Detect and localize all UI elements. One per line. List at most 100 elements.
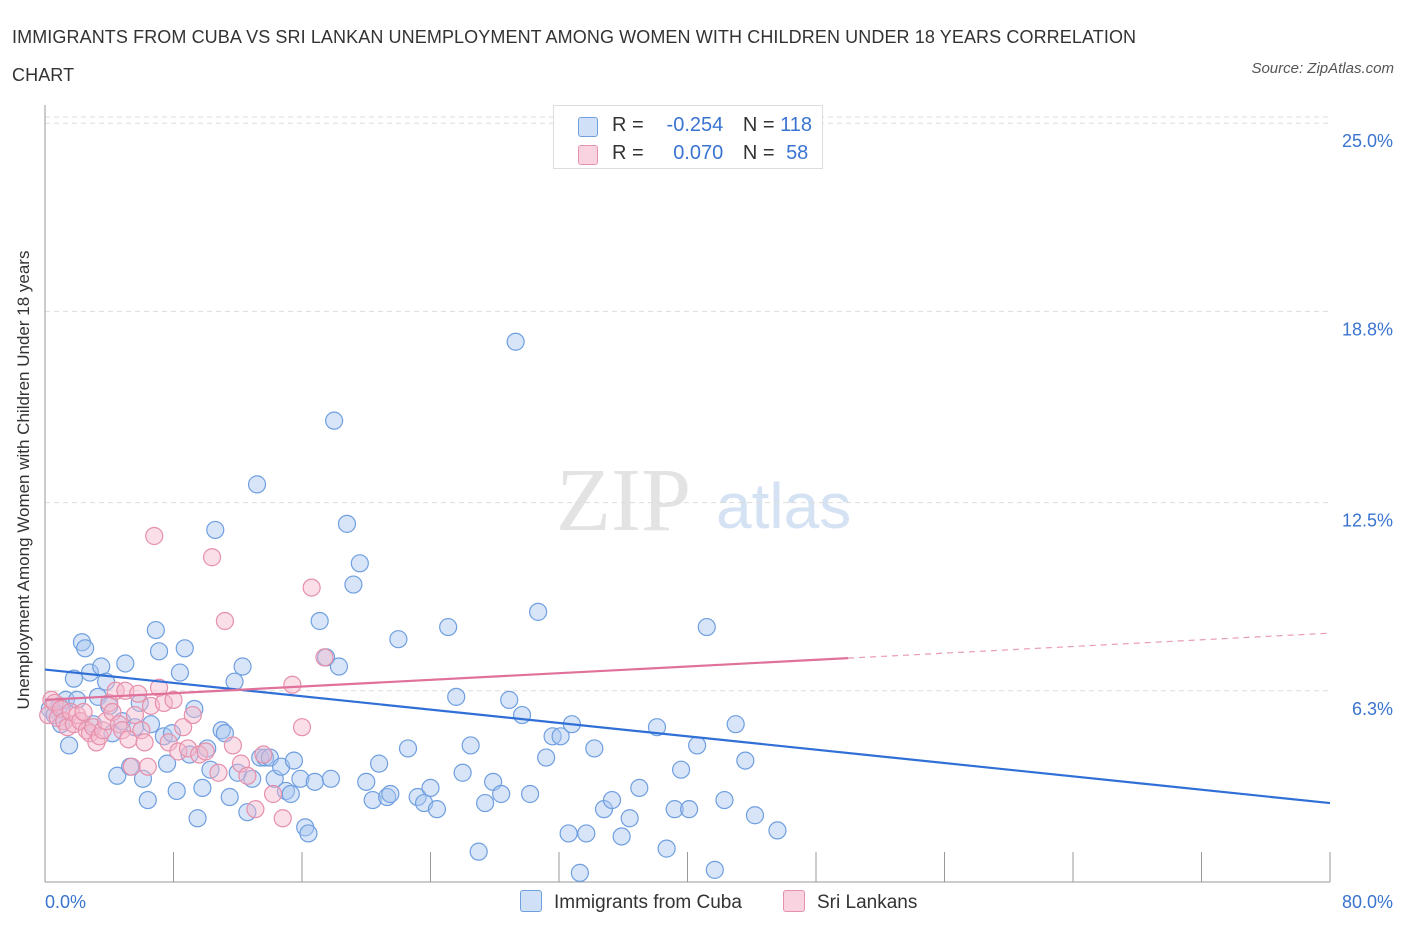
srilanka-point [159,733,178,752]
srilanka-point [135,733,154,752]
cuba-point [363,790,382,810]
cuba-point [453,763,472,782]
legend-swatch-srilanka [578,145,598,165]
cuba-point [243,769,262,788]
cuba-point [255,748,275,767]
cuba-point [551,727,570,746]
srilanka-point [215,611,234,631]
legend-label-cuba: Immigrants from Cuba [554,892,742,913]
cuba-point [92,657,111,676]
r-value: 0.070 [673,142,724,164]
srilanka-point [145,526,164,546]
legend-item-srilanka[interactable]: Sri Lankans [783,890,917,914]
r-value: -0.254 [666,114,724,136]
cuba-point [512,705,532,725]
srilanka-point [112,721,132,740]
srilanka-point [174,718,193,737]
cuba-point [585,739,604,758]
cuba-point [251,748,270,767]
cuba-point [108,766,127,785]
srilanka-point [183,705,202,725]
trend-line-dashed [848,632,1331,659]
cuba-point [506,332,525,351]
cuba-point [726,715,745,734]
cuba-point [284,751,304,770]
cuba-point [337,514,357,533]
cuba-point [170,663,190,682]
cuba-point [291,769,310,788]
y-tick-label: 6.3% [1352,699,1393,719]
cuba-point [647,718,667,737]
cuba-point [697,617,716,637]
grid-lines [45,116,1330,692]
cuba-point [329,657,349,676]
cuba-point [157,754,177,773]
cuba-point [149,642,169,661]
cuba-point [665,800,684,819]
cuba-point [630,778,649,798]
cuba-point [141,715,161,734]
cuba-point [680,800,699,819]
cuba-point [492,784,511,804]
y-tick-label: 12.5% [1342,511,1393,531]
srilanka-point [263,784,283,804]
tick-labels: 6.3% 12.5% 18.8% 25.0% 0.0% 80.0% [45,131,1393,912]
srilanka-point [74,702,93,722]
srilanka-point [283,675,302,694]
chart-title: IMMIGRANTS FROM CUBA VS SRI LANKAN UNEMP… [12,27,1137,85]
x-tick-label: 80.0% [1342,892,1393,912]
srilanka-point [315,648,334,667]
cuba-point [427,800,447,819]
srilanka-point [138,757,157,776]
cuba-point [59,736,79,755]
cuba-point [175,639,194,658]
legend-label-srilanka: Sri Lankans [817,892,918,913]
cuba-point [299,824,318,843]
axes [44,105,1331,883]
cuba-point [146,620,165,640]
cuba-point [206,520,225,540]
srilanka-point [122,757,141,776]
srilanka-point [202,548,222,567]
cuba-point [247,475,267,494]
cuba-point [381,784,400,804]
legend-swatch-cuba [578,117,598,137]
cuba-point [500,690,519,709]
cuba-point [461,736,480,755]
y-tick-label: 18.8% [1342,319,1393,339]
legend-item-cuba[interactable]: Immigrants from Cuba [520,890,742,914]
cuba-point [688,736,707,755]
y-axis-label: Unemployment Among Women with Children U… [14,250,33,710]
cuba-point [310,611,329,631]
cuba-point [350,554,369,573]
cuba-point [577,824,596,843]
legend-swatch-srilanka [783,890,805,912]
srilanka-point [302,578,321,597]
cuba-point [185,699,204,719]
x-tick-label: 0.0% [45,892,86,912]
srilanka-point [223,736,243,755]
legend-swatch-cuba [520,890,542,912]
y-tick-label: 25.0% [1342,131,1393,151]
cuba-point [705,860,724,879]
n-value: 118 [780,114,812,136]
data-points [39,332,787,882]
trend-line-solid [44,668,1331,805]
cuba-point [602,790,622,810]
srilanka-point [254,745,273,764]
cuba-point [193,778,212,798]
cuba-point [421,778,440,798]
trend-line-solid [44,657,849,701]
n-value: 58 [786,142,809,164]
cuba-point [447,687,466,706]
cuba-point [476,793,495,813]
cuba-point [570,863,589,882]
srilanka-point [125,705,145,725]
cuba-point [167,781,186,801]
cuba-point [768,821,787,840]
cuba-point [657,839,676,858]
srilanka-point [273,809,292,828]
cuba-point [212,721,231,740]
n-label: N = [742,142,775,164]
srilanka-point [246,800,265,819]
